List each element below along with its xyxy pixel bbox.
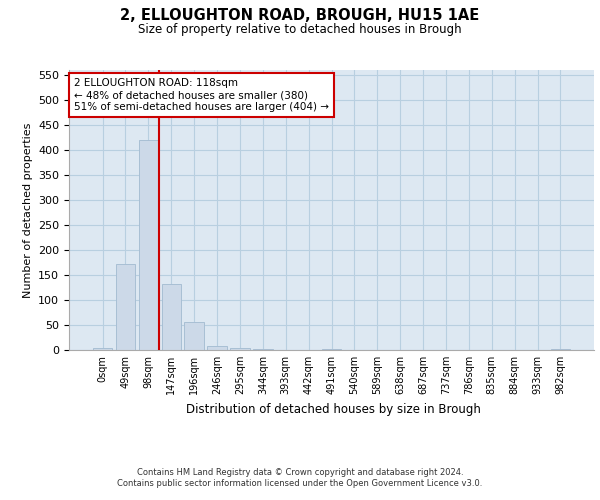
Bar — [208, 346, 227, 350]
Bar — [161, 284, 181, 350]
Bar — [551, 348, 570, 350]
Text: Distribution of detached houses by size in Brough: Distribution of detached houses by size … — [185, 402, 481, 415]
Bar — [139, 140, 158, 350]
Bar — [184, 322, 204, 350]
Bar — [93, 348, 112, 350]
Text: Contains HM Land Registry data © Crown copyright and database right 2024.
Contai: Contains HM Land Registry data © Crown c… — [118, 468, 482, 487]
Bar — [230, 348, 250, 350]
Bar — [253, 349, 272, 350]
Bar — [116, 264, 135, 350]
Text: Size of property relative to detached houses in Brough: Size of property relative to detached ho… — [138, 22, 462, 36]
Y-axis label: Number of detached properties: Number of detached properties — [23, 122, 32, 298]
Text: 2 ELLOUGHTON ROAD: 118sqm
← 48% of detached houses are smaller (380)
51% of semi: 2 ELLOUGHTON ROAD: 118sqm ← 48% of detac… — [74, 78, 329, 112]
Bar — [322, 348, 341, 350]
Text: 2, ELLOUGHTON ROAD, BROUGH, HU15 1AE: 2, ELLOUGHTON ROAD, BROUGH, HU15 1AE — [121, 8, 479, 22]
